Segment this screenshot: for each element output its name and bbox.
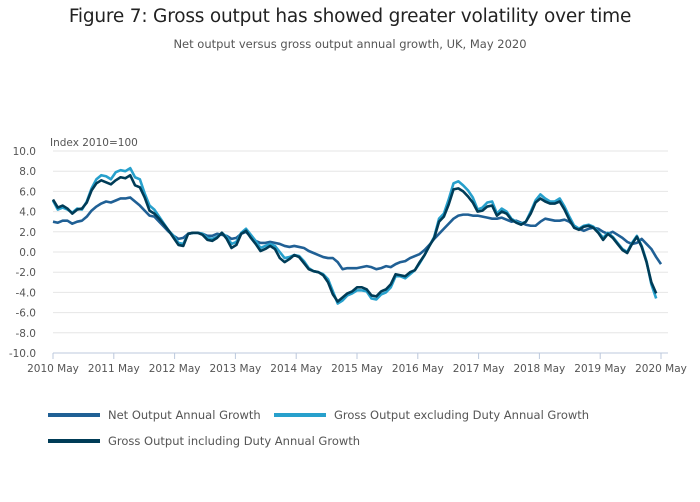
y-axis-ticks: 10.0 8.0 6.0 4.0 2.0 0.0 -2.0 -4.0 -6.0 -8.0 -10.0 xyxy=(9,146,36,360)
x-tick-label: 2015 May xyxy=(331,363,383,375)
x-tick-label: 2013 May xyxy=(210,363,262,375)
legend-item-net-output[interactable]: Net Output Annual Growth xyxy=(48,408,261,422)
series-line-net-output[interactable] xyxy=(52,196,663,271)
y-tick-label: 0.0 xyxy=(19,247,36,259)
y-tick-label: -2.0 xyxy=(16,267,37,279)
legend-item-gross-excl-duty[interactable]: Gross Output excluding Duty Annual Growt… xyxy=(274,408,589,422)
x-tick-label: 2011 May xyxy=(88,363,140,375)
x-tick-label: 2014 May xyxy=(270,363,322,375)
series-line-gross-incl-duty[interactable] xyxy=(51,173,658,303)
series-lines xyxy=(51,166,663,305)
chart-subtitle: Net output versus gross output annual gr… xyxy=(173,37,527,51)
legend-swatch-net-output xyxy=(48,413,100,417)
series-line-gross-excl-duty[interactable] xyxy=(51,166,658,305)
y-tick-label: -6.0 xyxy=(16,308,37,320)
y-tick-label: -8.0 xyxy=(16,328,37,340)
y-tick-label: -4.0 xyxy=(16,287,37,299)
legend-item-gross-incl-duty[interactable]: Gross Output including Duty Annual Growt… xyxy=(48,434,360,448)
y-tick-label: 2.0 xyxy=(19,227,36,239)
line-chart: 10.0 8.0 6.0 4.0 2.0 0.0 -2.0 -4.0 -6.0 -8.0 -10.0… xyxy=(9,137,687,375)
y-tick-label: 4.0 xyxy=(19,207,36,219)
y-tick-label: 8.0 xyxy=(19,166,36,178)
x-tick-label: 2019 May xyxy=(574,363,626,375)
legend-label-net-output: Net Output Annual Growth xyxy=(108,408,261,422)
y-tick-label: 6.0 xyxy=(19,186,36,198)
chart-title: Figure 7: Gross output has showed greate… xyxy=(68,6,632,27)
y-tick-label: 10.0 xyxy=(13,146,36,158)
legend-swatch-gross-incl-duty xyxy=(48,439,100,443)
gridlines xyxy=(53,150,668,354)
x-tick-label: 2012 May xyxy=(149,363,201,375)
legend-label-gross-incl-duty: Gross Output including Duty Annual Growt… xyxy=(108,434,361,448)
y-axis-label: Index 2010=100 xyxy=(50,137,138,149)
x-tick-label: 2020 May xyxy=(635,363,687,375)
x-tick-label: 2017 May xyxy=(453,363,505,375)
x-tick-label: 2010 May xyxy=(27,363,79,375)
x-tick-label: 2018 May xyxy=(514,363,566,375)
legend-label-gross-excl-duty: Gross Output excluding Duty Annual Growt… xyxy=(334,408,590,422)
x-tick-label: 2016 May xyxy=(392,363,444,375)
legend-swatch-gross-excl-duty xyxy=(274,413,326,417)
y-tick-label: -10.0 xyxy=(9,348,36,360)
x-axis: 2010 May 2011 May 2012 May 2013 May 2014 May… xyxy=(27,353,687,375)
